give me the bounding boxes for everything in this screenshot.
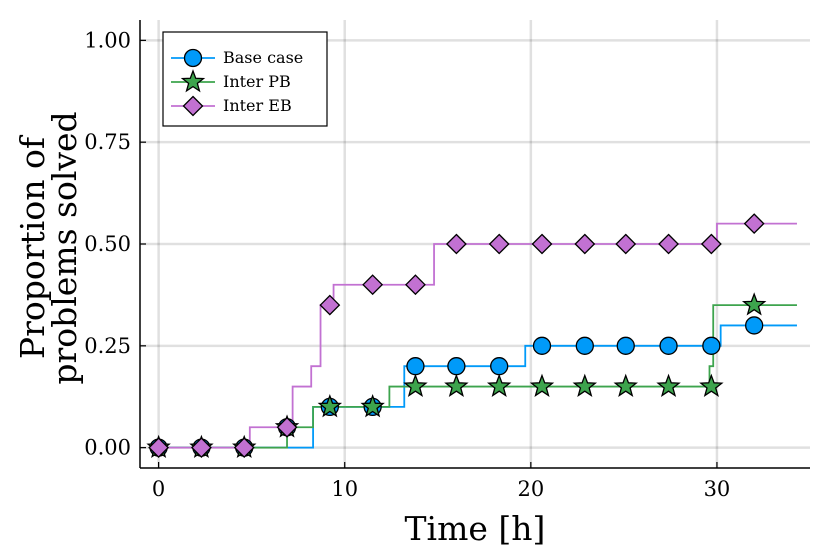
series-1-point	[444, 373, 469, 397]
axes	[139, 20, 810, 469]
legend: Base case Inter PB Inter EB	[162, 31, 328, 127]
series-0-point	[575, 336, 594, 355]
y-tick-label: 0.25	[84, 334, 131, 358]
series-1-point	[529, 373, 555, 397]
legend-label: Base case	[223, 48, 303, 67]
series-1-point	[656, 373, 681, 397]
series-1-point	[741, 292, 767, 316]
series-line-2	[158, 222, 797, 449]
series-0-point	[490, 357, 509, 376]
series-1-point	[613, 373, 638, 397]
series-0-point	[659, 336, 678, 355]
series-2-point	[700, 233, 722, 255]
y-tick-label: 0.50	[84, 232, 131, 256]
series-0-point	[447, 357, 466, 376]
series-2-point	[233, 437, 255, 459]
legend-item-2: Inter EB	[171, 95, 292, 117]
series-2-point	[276, 416, 298, 438]
legend-item-1: Inter PB	[171, 69, 291, 93]
series-2-point	[615, 233, 637, 255]
series-lines	[158, 222, 797, 449]
series-0-point	[702, 336, 721, 355]
y-axis-title-line-2: problems solved	[45, 111, 84, 384]
x-axis-title: Time [h]	[405, 509, 546, 548]
x-tick-label: 20	[517, 477, 544, 501]
series-2-point	[190, 437, 212, 459]
series-2-point	[488, 233, 510, 255]
legend-label: Inter PB	[223, 72, 291, 91]
legend-item-0: Base case	[171, 48, 303, 68]
legend-marker	[180, 69, 206, 93]
y-tick-label: 1.00	[84, 28, 131, 52]
series-0-point	[745, 316, 764, 335]
series-2-point	[362, 274, 384, 296]
series-markers	[146, 213, 767, 459]
series-0-point	[616, 336, 635, 355]
legend-marker	[183, 48, 203, 68]
series-2-point	[445, 233, 467, 255]
series-1-point	[317, 394, 343, 418]
series-2-point	[743, 213, 765, 235]
series-line-1	[158, 304, 797, 449]
legend-label: Inter EB	[223, 96, 292, 115]
series-2-point	[531, 233, 553, 255]
series-1-point	[403, 373, 428, 397]
x-tick-label: 0	[152, 477, 165, 501]
x-tick-label: 10	[331, 477, 358, 501]
series-1-point	[486, 373, 512, 397]
series-0-point	[532, 336, 552, 355]
series-2-point	[658, 233, 679, 255]
series-2-point	[574, 233, 596, 255]
series-2-point	[405, 274, 426, 296]
y-axis-title-line-1: Proportion of	[13, 134, 52, 359]
series-1-point	[699, 373, 724, 397]
x-tick-label: 30	[704, 477, 731, 501]
series-0-point	[406, 357, 425, 376]
series-1-point	[572, 373, 598, 397]
series-2-point	[319, 294, 341, 316]
series-2-point	[148, 437, 170, 459]
tick-labels: 0 10 20 30 0.00 0.25 0.50 0.75 1.00	[84, 28, 730, 501]
y-tick-label: 0.75	[84, 130, 131, 154]
legend-marker	[182, 95, 204, 117]
y-tick-label: 0.00	[84, 436, 131, 460]
y-axis-title: Proportion of problems solved	[13, 111, 84, 384]
series-1-point	[360, 394, 385, 418]
